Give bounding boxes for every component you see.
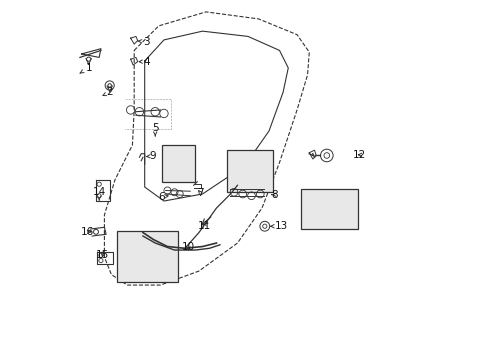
- Text: 3: 3: [137, 37, 149, 47]
- Text: 7: 7: [197, 188, 203, 198]
- Text: 1: 1: [80, 63, 92, 73]
- Text: 8: 8: [270, 190, 277, 200]
- Text: 15: 15: [96, 250, 109, 260]
- Text: 13: 13: [270, 221, 287, 231]
- Bar: [226, 150, 272, 192]
- Text: 4: 4: [139, 57, 149, 67]
- Bar: [300, 189, 358, 229]
- Text: 11: 11: [197, 221, 210, 230]
- Text: 2: 2: [102, 87, 113, 98]
- Text: 6: 6: [158, 192, 168, 202]
- Bar: [117, 231, 178, 282]
- Text: 16: 16: [81, 227, 94, 237]
- Text: 12: 12: [352, 150, 365, 160]
- Text: 10: 10: [182, 242, 195, 252]
- Text: 5: 5: [152, 123, 158, 136]
- Text: 9: 9: [146, 151, 155, 161]
- Bar: [162, 145, 195, 182]
- Text: 14: 14: [92, 187, 105, 200]
